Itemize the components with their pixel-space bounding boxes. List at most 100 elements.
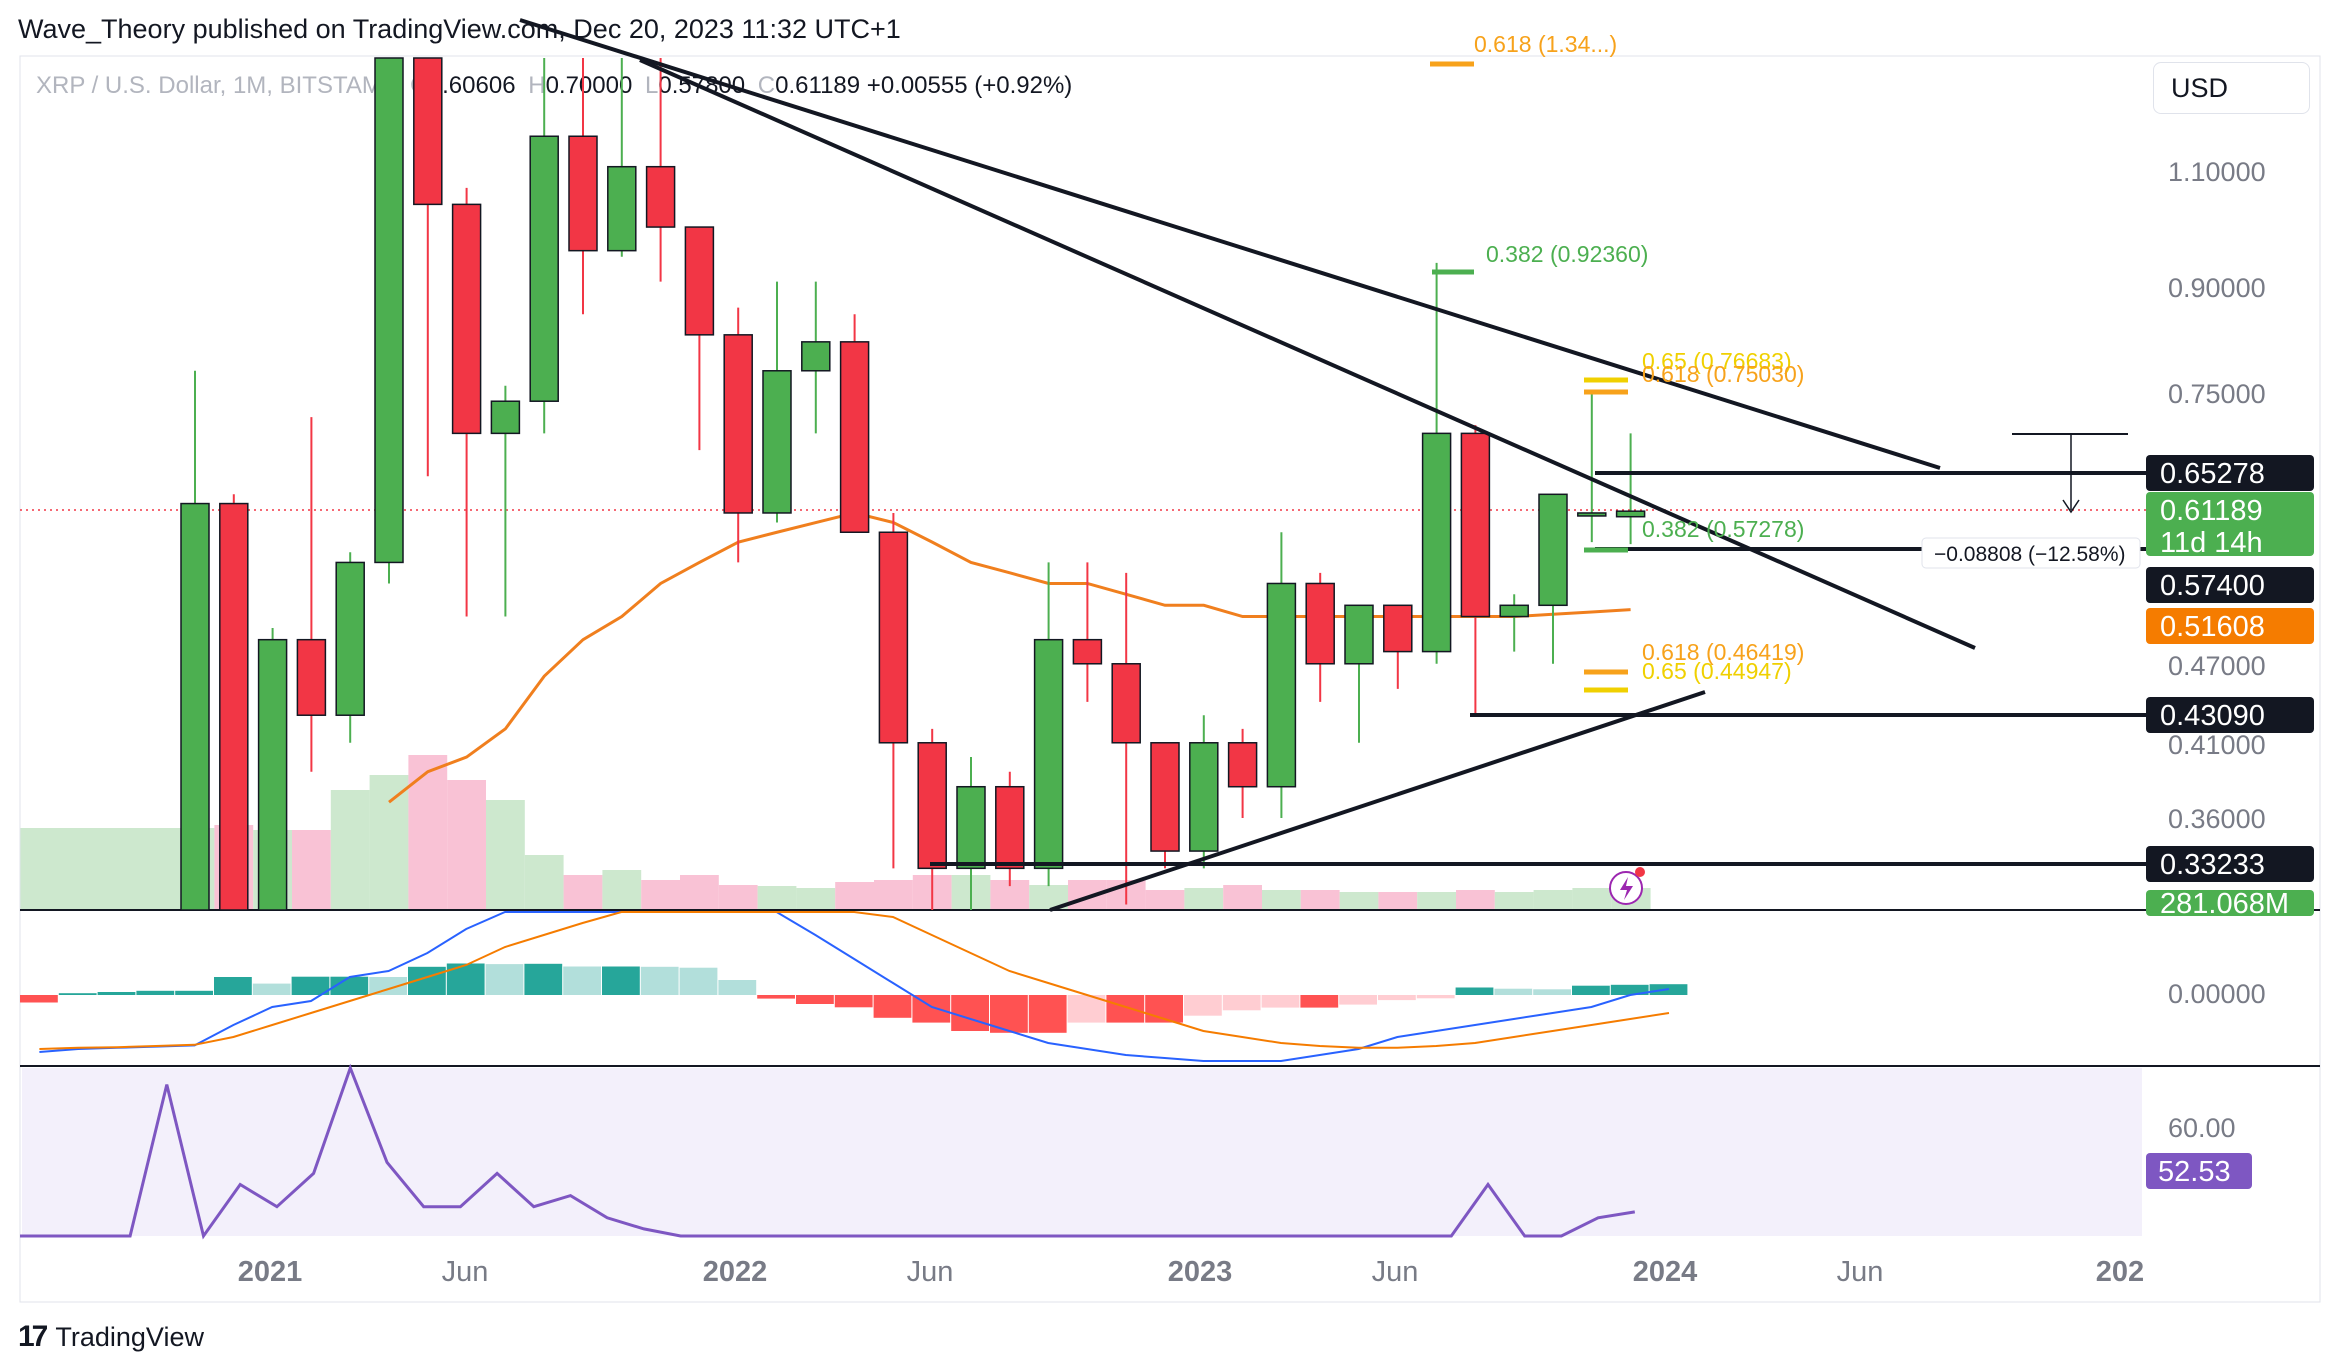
x-tick-label: Jun <box>1837 1256 1884 1288</box>
x-tick-label: 2023 <box>1168 1256 1233 1288</box>
macd-histogram-bar <box>563 966 601 995</box>
candle-body <box>1111 663 1141 744</box>
chart-frame <box>19 55 2321 1303</box>
macd-histogram-bar <box>1416 995 1455 999</box>
y-tick-label: 0.47000 <box>2168 651 2266 681</box>
macd-histogram-bar <box>1494 988 1533 995</box>
macd-histogram-bar <box>524 963 563 995</box>
symbol-name: XRP / U.S. Dollar, 1M, BITSTAMP <box>36 72 398 99</box>
arrow-down-icon <box>2062 499 2080 514</box>
macd-histogram-bar <box>1378 995 1416 1001</box>
macd-histogram-bar <box>58 993 97 995</box>
currency-button[interactable]: USD <box>2153 62 2310 114</box>
candle-body <box>1421 432 1452 653</box>
price-tag <box>2146 455 2314 491</box>
volume-bar <box>1145 890 1185 910</box>
volume-bar <box>408 755 448 910</box>
volume-bar <box>641 880 680 910</box>
macd-histogram-bar <box>640 966 679 995</box>
volume-bar <box>1184 888 1224 910</box>
macd-histogram-bar <box>20 995 58 1003</box>
candle-body <box>1189 742 1219 852</box>
candle-body <box>413 57 443 206</box>
macd-histogram-bar <box>873 995 912 1018</box>
fib-level-label: 0.65 (0.44947) <box>1642 658 1792 684</box>
open-value: 0.60606 <box>428 72 516 99</box>
volume-bar <box>1417 892 1456 910</box>
fib-level-label: 0.382 (0.92360) <box>1486 241 1648 267</box>
candle-body <box>801 341 831 372</box>
volume-bar <box>680 875 719 910</box>
macd-histogram-bar <box>602 966 640 995</box>
price-tag <box>2146 608 2314 644</box>
price-tag <box>2146 697 2314 733</box>
y-tick-label: 0.41000 <box>2168 730 2266 760</box>
volume-bar <box>292 830 331 910</box>
price-tag-label: 0.43090 <box>2160 700 2265 732</box>
notification-dot-icon <box>1635 867 1645 877</box>
y-tick-label: 0.75000 <box>2168 379 2266 409</box>
fib-level-label: 0.382 (0.57278) <box>1642 516 1804 542</box>
macd-histogram-bar <box>1261 995 1300 1008</box>
close-value: 0.61189 <box>775 72 861 99</box>
fib-level-label: 0.65 (0.76683) <box>1642 348 1792 374</box>
macd-histogram-bar <box>369 977 407 995</box>
price-tag-label: 281.068M <box>2160 888 2289 920</box>
macd-histogram-bar <box>485 964 524 995</box>
macd-histogram-bar <box>951 995 989 1031</box>
candle-body <box>180 502 210 911</box>
price-tag-label: 0.51608 <box>2160 611 2265 643</box>
volume-bar <box>1262 890 1301 910</box>
x-tick-label: Jun <box>1372 1256 1419 1288</box>
price-tag-label: 0.57400 <box>2160 570 2265 602</box>
candle-body <box>995 785 1025 870</box>
fib-level-label: 0.618 (0.46419) <box>1642 639 1804 665</box>
candle-body <box>296 638 327 716</box>
x-tick-label: 2021 <box>238 1256 303 1288</box>
candle-body <box>645 165 676 228</box>
volume-bar <box>874 880 913 910</box>
trendline-support <box>1049 690 1706 912</box>
macd-histogram-bar <box>796 995 834 1004</box>
macd-histogram-bar <box>1572 985 1610 995</box>
y-tick-label: 1.10000 <box>2168 157 2266 187</box>
price-tag-label: 0.65278 <box>2160 458 2265 490</box>
macd-histogram-bar <box>175 990 213 995</box>
macd-histogram-bar <box>1455 987 1494 995</box>
candle-body <box>1615 510 1646 518</box>
candle-body <box>451 203 482 435</box>
measure-label: −0.08808 (−12.58%) <box>1934 543 2125 566</box>
high-label: H <box>528 72 546 99</box>
candle-body <box>839 341 870 534</box>
y-tick-label: 0.36000 <box>2168 804 2266 834</box>
close-label: C <box>757 72 776 99</box>
candle-body <box>762 370 792 514</box>
x-tick-label: 202 <box>2096 1256 2144 1288</box>
measure-box <box>1921 537 2141 569</box>
candle-body <box>374 57 404 564</box>
macd-histogram-bar <box>252 983 291 995</box>
x-tick-label: Jun <box>907 1256 954 1288</box>
candle-body <box>878 531 909 744</box>
candle-body <box>684 226 715 336</box>
countdown-label: 11d 14h <box>2160 527 2263 559</box>
macd-histogram-bar <box>1222 995 1261 1011</box>
volume-bar <box>1223 885 1262 910</box>
volume-bar <box>1378 892 1418 910</box>
price-tag <box>2146 567 2314 603</box>
volume-bar <box>757 886 797 910</box>
candle-body <box>1499 604 1529 618</box>
change-value: +0.00555 (+0.92%) <box>866 72 1073 99</box>
candle-body <box>1383 604 1413 653</box>
candle-body <box>1227 742 1258 788</box>
candle-body <box>529 135 559 402</box>
candle-body <box>1033 638 1064 870</box>
candle-body <box>1538 493 1568 607</box>
macd-histogram-bar <box>679 967 718 995</box>
macd-histogram-bar <box>214 977 252 995</box>
symbol-legend: XRP / U.S. Dollar, 1M, BITSTAMP O0.60606… <box>36 72 1072 100</box>
y-tick-label: 0.90000 <box>2168 273 2266 303</box>
macd-histogram-bar <box>97 992 136 995</box>
volume-bar <box>1533 890 1573 910</box>
